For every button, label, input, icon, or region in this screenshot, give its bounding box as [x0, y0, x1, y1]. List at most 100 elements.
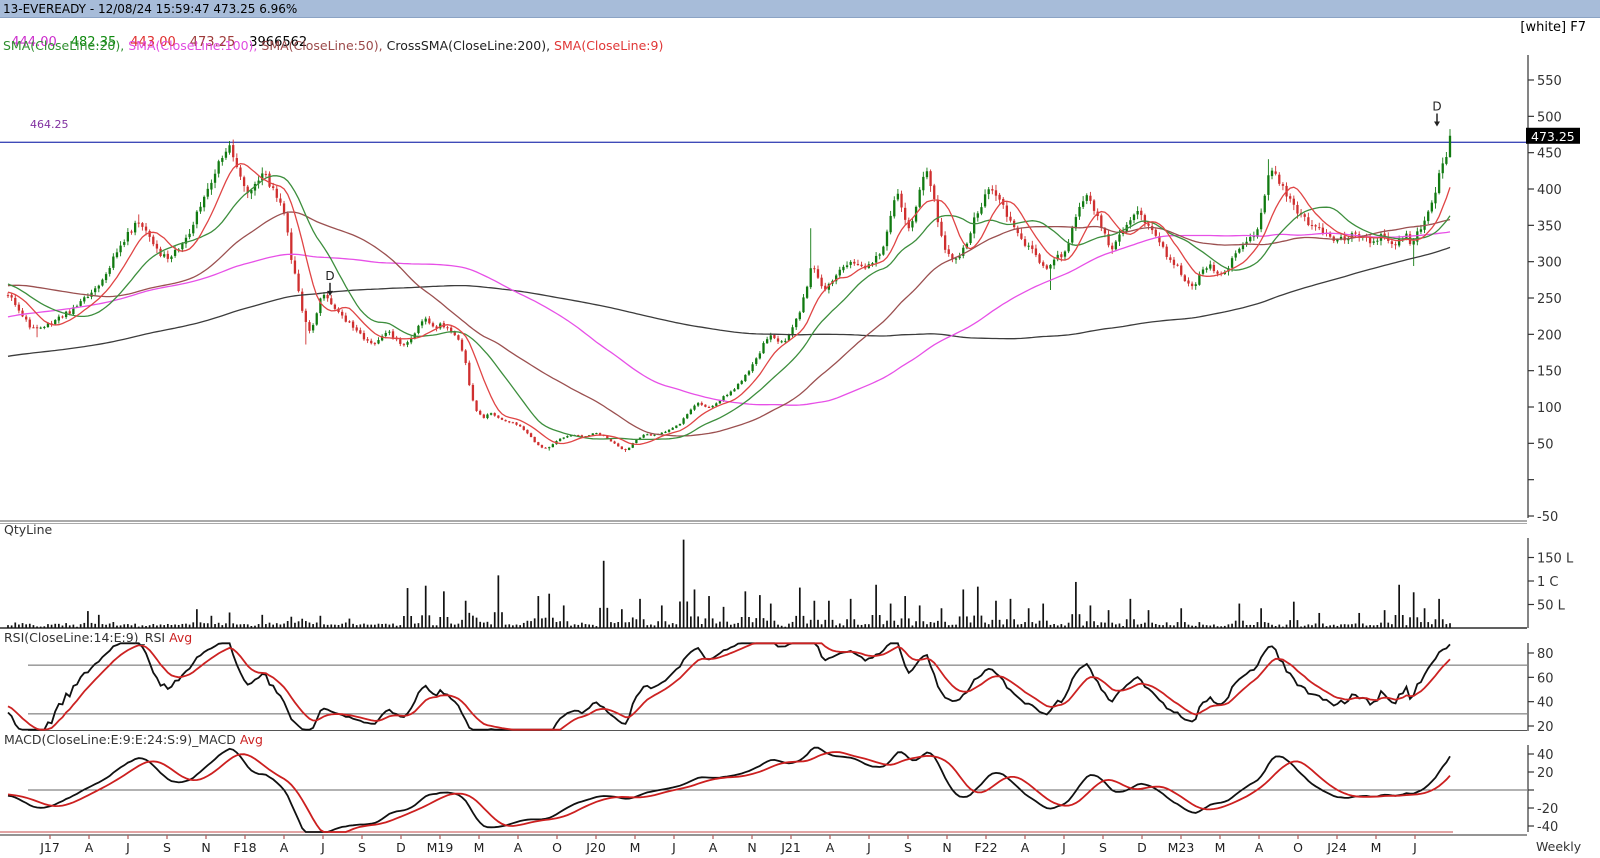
x-axis: J17 A J S N F18 A J S D M19 M A O J20 M J A N J21 A J S N F22 A J S…: [0, 834, 1527, 855]
volume-bar: [1136, 624, 1139, 628]
overlay-indicator-label[interactable]: SMA(CloseLine:9): [554, 38, 664, 53]
candle-body: [827, 283, 831, 290]
volume-bar: [987, 624, 990, 628]
price-panel[interactable]: DD: [0, 100, 1528, 453]
volume-bar: [246, 624, 249, 628]
volume-bar: [1031, 622, 1034, 628]
candle-body: [126, 232, 130, 242]
candle-body: [878, 254, 881, 256]
volume-bar: [1154, 624, 1157, 628]
volume-bar: [940, 608, 943, 628]
x-axis-label: S: [358, 840, 366, 855]
event-marker-letter: D: [325, 269, 334, 283]
volume-bar: [1122, 626, 1124, 628]
rsi-panel-label[interactable]: RSI(CloseLine:14:E:9)_RSI Avg: [4, 630, 192, 645]
volume-bar: [32, 625, 35, 628]
candle-body: [97, 285, 100, 289]
volume-bar: [828, 600, 830, 628]
volume-bar: [468, 612, 471, 628]
volume-bar: [613, 623, 616, 628]
volume-bar: [1347, 624, 1350, 628]
candle-body: [994, 190, 998, 196]
volume-bar: [715, 623, 718, 628]
volume-panel-label[interactable]: QtyLine: [4, 522, 53, 537]
overlay-indicator-label[interactable]: SMA(CloseLine:100),: [128, 38, 258, 53]
x-axis-label: M: [474, 840, 485, 855]
window-titlebar[interactable]: 13-EVEREADY - 12/08/24 15:59:47 473.25 6…: [0, 0, 1600, 18]
candle-body: [551, 444, 554, 448]
macd-panel[interactable]: [0, 746, 1527, 833]
volume-bar: [87, 611, 89, 628]
volume-bar: [210, 615, 213, 628]
candle-body: [929, 171, 932, 187]
volume-bar: [1398, 584, 1400, 628]
volume-bar: [196, 609, 198, 628]
volume-bar: [1231, 623, 1233, 628]
volume-bar: [886, 620, 888, 628]
candle-body: [606, 435, 609, 440]
volume-bar: [301, 618, 304, 628]
candle-body: [1027, 245, 1030, 247]
candle-body: [1129, 220, 1132, 225]
volume-bar: [334, 624, 336, 628]
candle-body: [805, 286, 809, 298]
volume-bar: [915, 621, 917, 628]
volume-bar: [813, 600, 816, 628]
volume-bar: [788, 623, 790, 628]
volume-bar: [1020, 624, 1023, 628]
candle-body: [202, 196, 206, 208]
candle-body: [163, 254, 166, 257]
candle-body: [889, 215, 892, 233]
candle-body: [969, 233, 972, 244]
candle-body: [762, 343, 765, 354]
candle-body: [707, 407, 711, 409]
candle-body: [711, 405, 714, 408]
volume-bar: [221, 625, 224, 628]
candle-body: [973, 217, 976, 234]
candle-body: [776, 338, 780, 342]
price-axis-label: 350: [1537, 219, 1562, 234]
volume-bar: [737, 622, 739, 628]
candle-body: [755, 358, 758, 365]
candle-body: [991, 189, 994, 191]
volume-bar: [424, 585, 427, 628]
volume-bar: [1394, 615, 1397, 628]
x-axis-label: A: [1255, 840, 1264, 855]
volume-bar: [853, 619, 856, 628]
candle-body: [860, 264, 863, 267]
alert-line-label[interactable]: 464.25: [30, 118, 69, 131]
candle-body: [1318, 227, 1321, 229]
rsi-panel[interactable]: [7, 642, 1527, 731]
volume-bar: [330, 624, 333, 628]
volume-bar: [58, 623, 60, 628]
candle-body: [504, 419, 507, 422]
macd-avg-label: Avg: [239, 732, 263, 747]
volume-bar: [472, 615, 474, 628]
volume-bar: [639, 598, 641, 628]
overlay-indicator-label[interactable]: SMA(CloseLine:20),: [3, 38, 125, 53]
candle-body: [835, 275, 838, 282]
x-axis-label: O: [552, 840, 562, 855]
overlay-indicator-label[interactable]: CrossSMA(CloseLine:200),: [386, 38, 551, 53]
candle-body: [326, 294, 329, 299]
macd-axis-label: -20: [1537, 802, 1558, 817]
volume-bar: [1263, 622, 1266, 628]
macd-axis-label: -40: [1537, 820, 1558, 835]
volume-bar: [217, 622, 220, 628]
candle-body: [1016, 227, 1019, 234]
volume-bar: [337, 624, 340, 628]
volume-panel[interactable]: [0, 520, 1527, 629]
candle-body: [101, 279, 104, 286]
candle-body: [896, 193, 900, 200]
volume-bar: [559, 621, 561, 628]
volume-bar: [1096, 625, 1099, 628]
candle-body: [57, 316, 61, 321]
volume-bar: [588, 624, 591, 628]
overlay-indicator-label[interactable]: SMA(CloseLine:50),: [261, 38, 383, 53]
volume-bar: [308, 622, 311, 628]
volume-bar: [39, 626, 42, 628]
macd-panel-label[interactable]: MACD(CloseLine:E:9:E:24:S:9)_MACD Avg: [4, 732, 263, 747]
volume-bar: [68, 625, 71, 628]
x-axis-label: J: [1412, 840, 1417, 855]
